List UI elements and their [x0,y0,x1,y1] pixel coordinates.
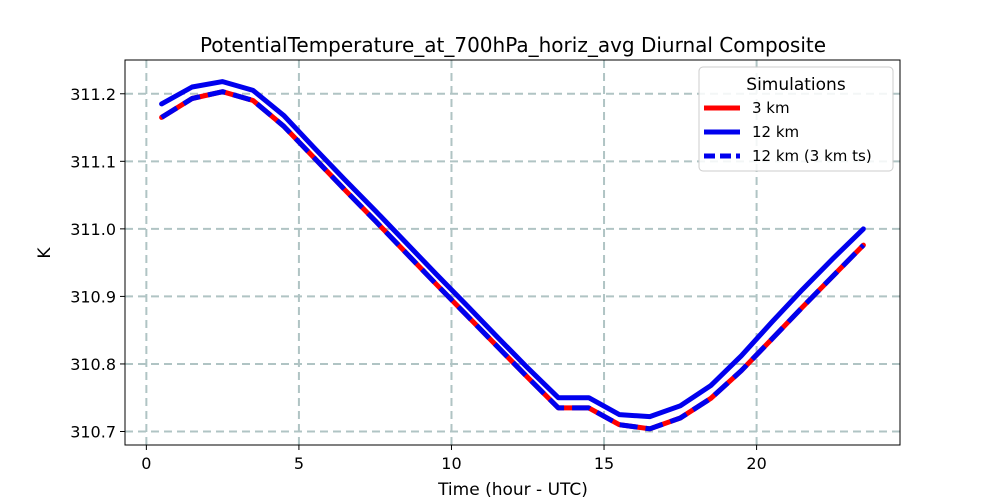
legend-label: 3 km [752,99,790,117]
plot-series [159,79,866,432]
legend-title: Simulations [746,75,846,95]
y-axis-label: K [35,247,55,259]
legend-box [698,66,894,172]
axis-ticks: 0 5 10 15 20 310.7 310.8 310.9 311.0 311.1 311.2 [70,85,767,473]
x-tick-label: 20 [746,454,766,473]
y-tick-label: 311.2 [70,85,116,104]
y-tick-label: 310.8 [70,355,116,374]
legend-label: 12 km [752,123,799,141]
x-tick-label: 10 [441,454,461,473]
y-tick-label: 310.7 [70,422,116,441]
series-line-12-km [159,79,866,420]
y-tick-label: 311.0 [70,220,116,239]
chart-title: PotentialTemperature_at_700hPa_horiz_avg… [200,33,826,57]
series-line-12-km-3-km-ts [160,89,866,432]
x-tick-label: 0 [141,454,151,473]
x-tick-label: 5 [294,454,304,473]
legend: Simulations 3 km 12 km 12 km (3 km ts) [698,66,894,172]
plot-frame [124,59,901,446]
x-axis-label: Time (hour - UTC) [437,480,588,500]
y-tick-label: 311.1 [70,152,116,171]
y-tick-label: 310.9 [70,287,116,306]
legend-label: 12 km (3 km ts) [752,147,872,165]
x-tick-label: 15 [594,454,614,473]
